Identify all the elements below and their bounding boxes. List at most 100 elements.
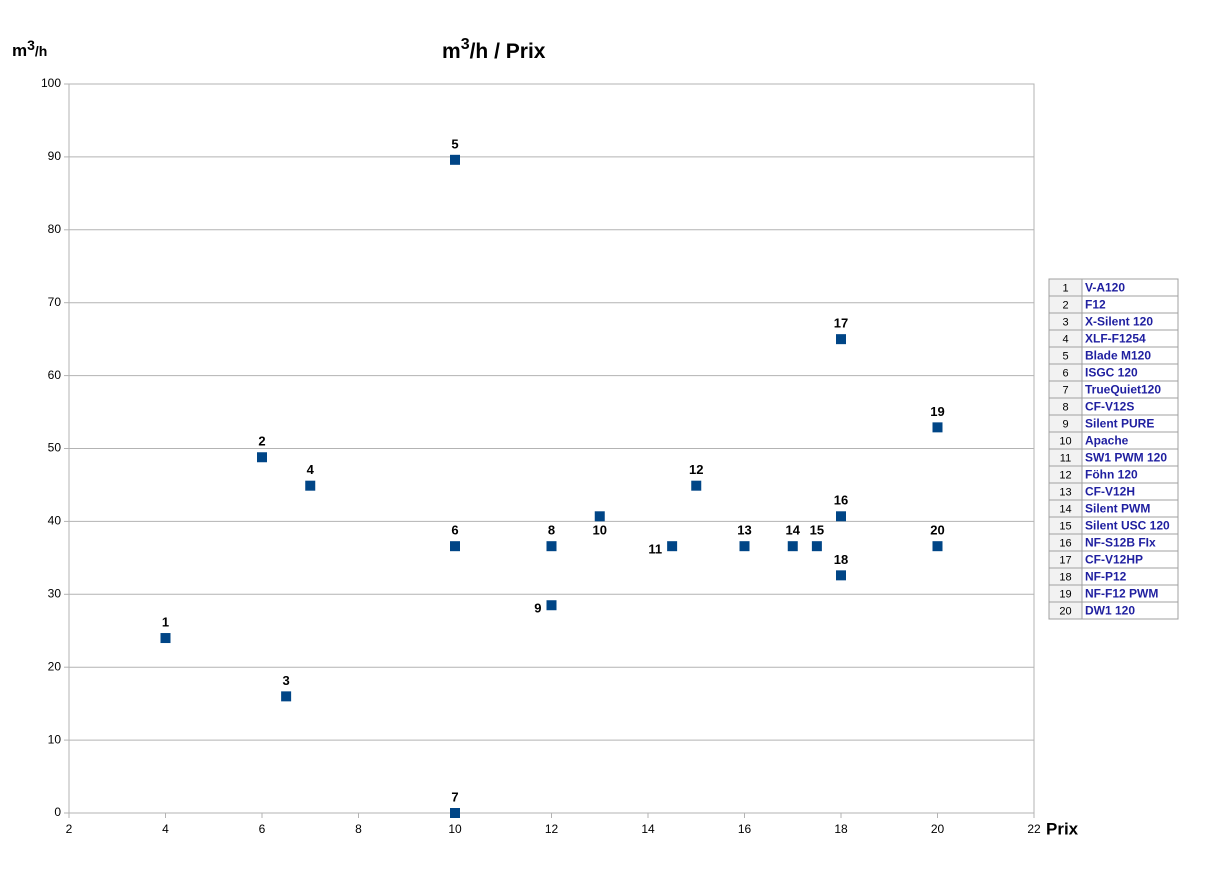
chart-title: m3/h / Prix bbox=[442, 36, 546, 62]
table-name: XLF-F1254 bbox=[1085, 332, 1146, 346]
table-number: 15 bbox=[1059, 520, 1071, 532]
point bbox=[811, 541, 822, 552]
table-number: 3 bbox=[1062, 316, 1068, 328]
y-tick-label: 60 bbox=[48, 368, 62, 382]
table-name: CF-V12HP bbox=[1085, 553, 1143, 567]
table-number: 9 bbox=[1062, 418, 1068, 430]
point bbox=[932, 422, 943, 433]
x-axis-label: Prix bbox=[1046, 819, 1079, 838]
x-tick-label: 12 bbox=[545, 822, 559, 836]
point-label: 10 bbox=[593, 523, 607, 538]
point-label: 6 bbox=[451, 523, 458, 538]
point-label: 8 bbox=[548, 523, 555, 538]
table-name: Silent USC 120 bbox=[1085, 519, 1170, 533]
point-label: 20 bbox=[930, 523, 944, 538]
point bbox=[450, 541, 460, 552]
point bbox=[667, 541, 678, 552]
ylabel-sup: 3 bbox=[27, 37, 35, 53]
table-name: F12 bbox=[1085, 298, 1106, 312]
point-label: 15 bbox=[810, 523, 824, 538]
table-name: Apache bbox=[1085, 434, 1129, 448]
table-name: NF-P12 bbox=[1085, 570, 1127, 584]
point-label: 19 bbox=[930, 404, 944, 419]
y-tick-label: 10 bbox=[48, 732, 62, 746]
table-name: ISGC 120 bbox=[1085, 366, 1138, 380]
point bbox=[836, 570, 846, 581]
point-label: 7 bbox=[451, 789, 458, 804]
table-number: 13 bbox=[1059, 486, 1071, 498]
point bbox=[281, 691, 292, 702]
point bbox=[450, 154, 460, 165]
x-tick-label: 6 bbox=[259, 822, 266, 836]
point-label: 11 bbox=[648, 542, 662, 557]
point-label: 13 bbox=[737, 523, 751, 538]
x-tick-label: 8 bbox=[355, 822, 362, 836]
table-number: 10 bbox=[1059, 435, 1071, 447]
point bbox=[257, 452, 267, 463]
point-label: 18 bbox=[834, 552, 848, 567]
table-number: 7 bbox=[1062, 384, 1068, 396]
title-sup: 3 bbox=[461, 36, 470, 53]
x-tick-label: 20 bbox=[931, 822, 945, 836]
table-number: 6 bbox=[1062, 367, 1068, 379]
point bbox=[546, 600, 557, 611]
table-number: 8 bbox=[1062, 401, 1068, 413]
y-tick-label: 30 bbox=[48, 586, 62, 600]
y-tick-label: 0 bbox=[54, 805, 61, 819]
point-label: 3 bbox=[283, 673, 290, 688]
table-number: 16 bbox=[1059, 537, 1071, 549]
x-tick-label: 18 bbox=[834, 822, 848, 836]
table-number: 5 bbox=[1062, 350, 1068, 362]
point-label: 4 bbox=[307, 462, 315, 477]
point bbox=[160, 633, 171, 644]
y-tick-label: 70 bbox=[48, 295, 62, 309]
point-label: 17 bbox=[834, 316, 848, 331]
table-number: 17 bbox=[1059, 554, 1071, 566]
point-label: 16 bbox=[834, 493, 848, 508]
y-tick-label: 40 bbox=[48, 514, 62, 528]
y-tick-label: 80 bbox=[48, 222, 62, 236]
table-name: CF-V12S bbox=[1085, 400, 1134, 414]
point bbox=[932, 541, 943, 552]
table-number: 12 bbox=[1059, 469, 1071, 481]
table-name: V-A120 bbox=[1085, 281, 1125, 295]
point-label: 12 bbox=[689, 462, 703, 477]
table-name: TrueQuiet120 bbox=[1085, 383, 1161, 397]
table-number: 2 bbox=[1062, 299, 1068, 311]
table-name: DW1 120 bbox=[1085, 604, 1135, 618]
point bbox=[546, 541, 557, 552]
table-name: Föhn 120 bbox=[1085, 468, 1138, 482]
x-tick-label: 16 bbox=[738, 822, 752, 836]
table-name: CF-V12H bbox=[1085, 485, 1135, 499]
table-name: SW1 PWM 120 bbox=[1085, 451, 1167, 465]
table-number: 20 bbox=[1059, 605, 1071, 617]
table-number: 14 bbox=[1059, 503, 1071, 515]
ylabel-part: m bbox=[12, 41, 27, 60]
point-label: 9 bbox=[534, 601, 541, 616]
point-label: 2 bbox=[258, 434, 265, 449]
x-tick-label: 4 bbox=[162, 822, 169, 836]
ylabel-part: /h bbox=[35, 43, 47, 59]
table-name: Blade M120 bbox=[1085, 349, 1151, 363]
y-tick-label: 90 bbox=[48, 149, 62, 163]
table-name: NF-S12B FIx bbox=[1085, 536, 1156, 550]
y-tick-label: 100 bbox=[41, 76, 61, 90]
point bbox=[836, 334, 846, 345]
x-tick-label: 10 bbox=[448, 822, 462, 836]
point-label: 1 bbox=[162, 614, 169, 629]
table-name: X-Silent 120 bbox=[1085, 315, 1153, 329]
y-axis-label: m3/h bbox=[12, 37, 47, 61]
table-name: NF-F12 PWM bbox=[1085, 587, 1158, 601]
title-part: m bbox=[442, 40, 461, 63]
point bbox=[450, 808, 460, 818]
point bbox=[836, 511, 846, 522]
point bbox=[594, 511, 605, 522]
point bbox=[691, 480, 702, 491]
table-number: 19 bbox=[1059, 588, 1071, 600]
point bbox=[305, 480, 316, 491]
table-number: 4 bbox=[1062, 333, 1068, 345]
y-tick-label: 20 bbox=[48, 659, 62, 673]
table-name: Silent PURE bbox=[1085, 417, 1154, 431]
